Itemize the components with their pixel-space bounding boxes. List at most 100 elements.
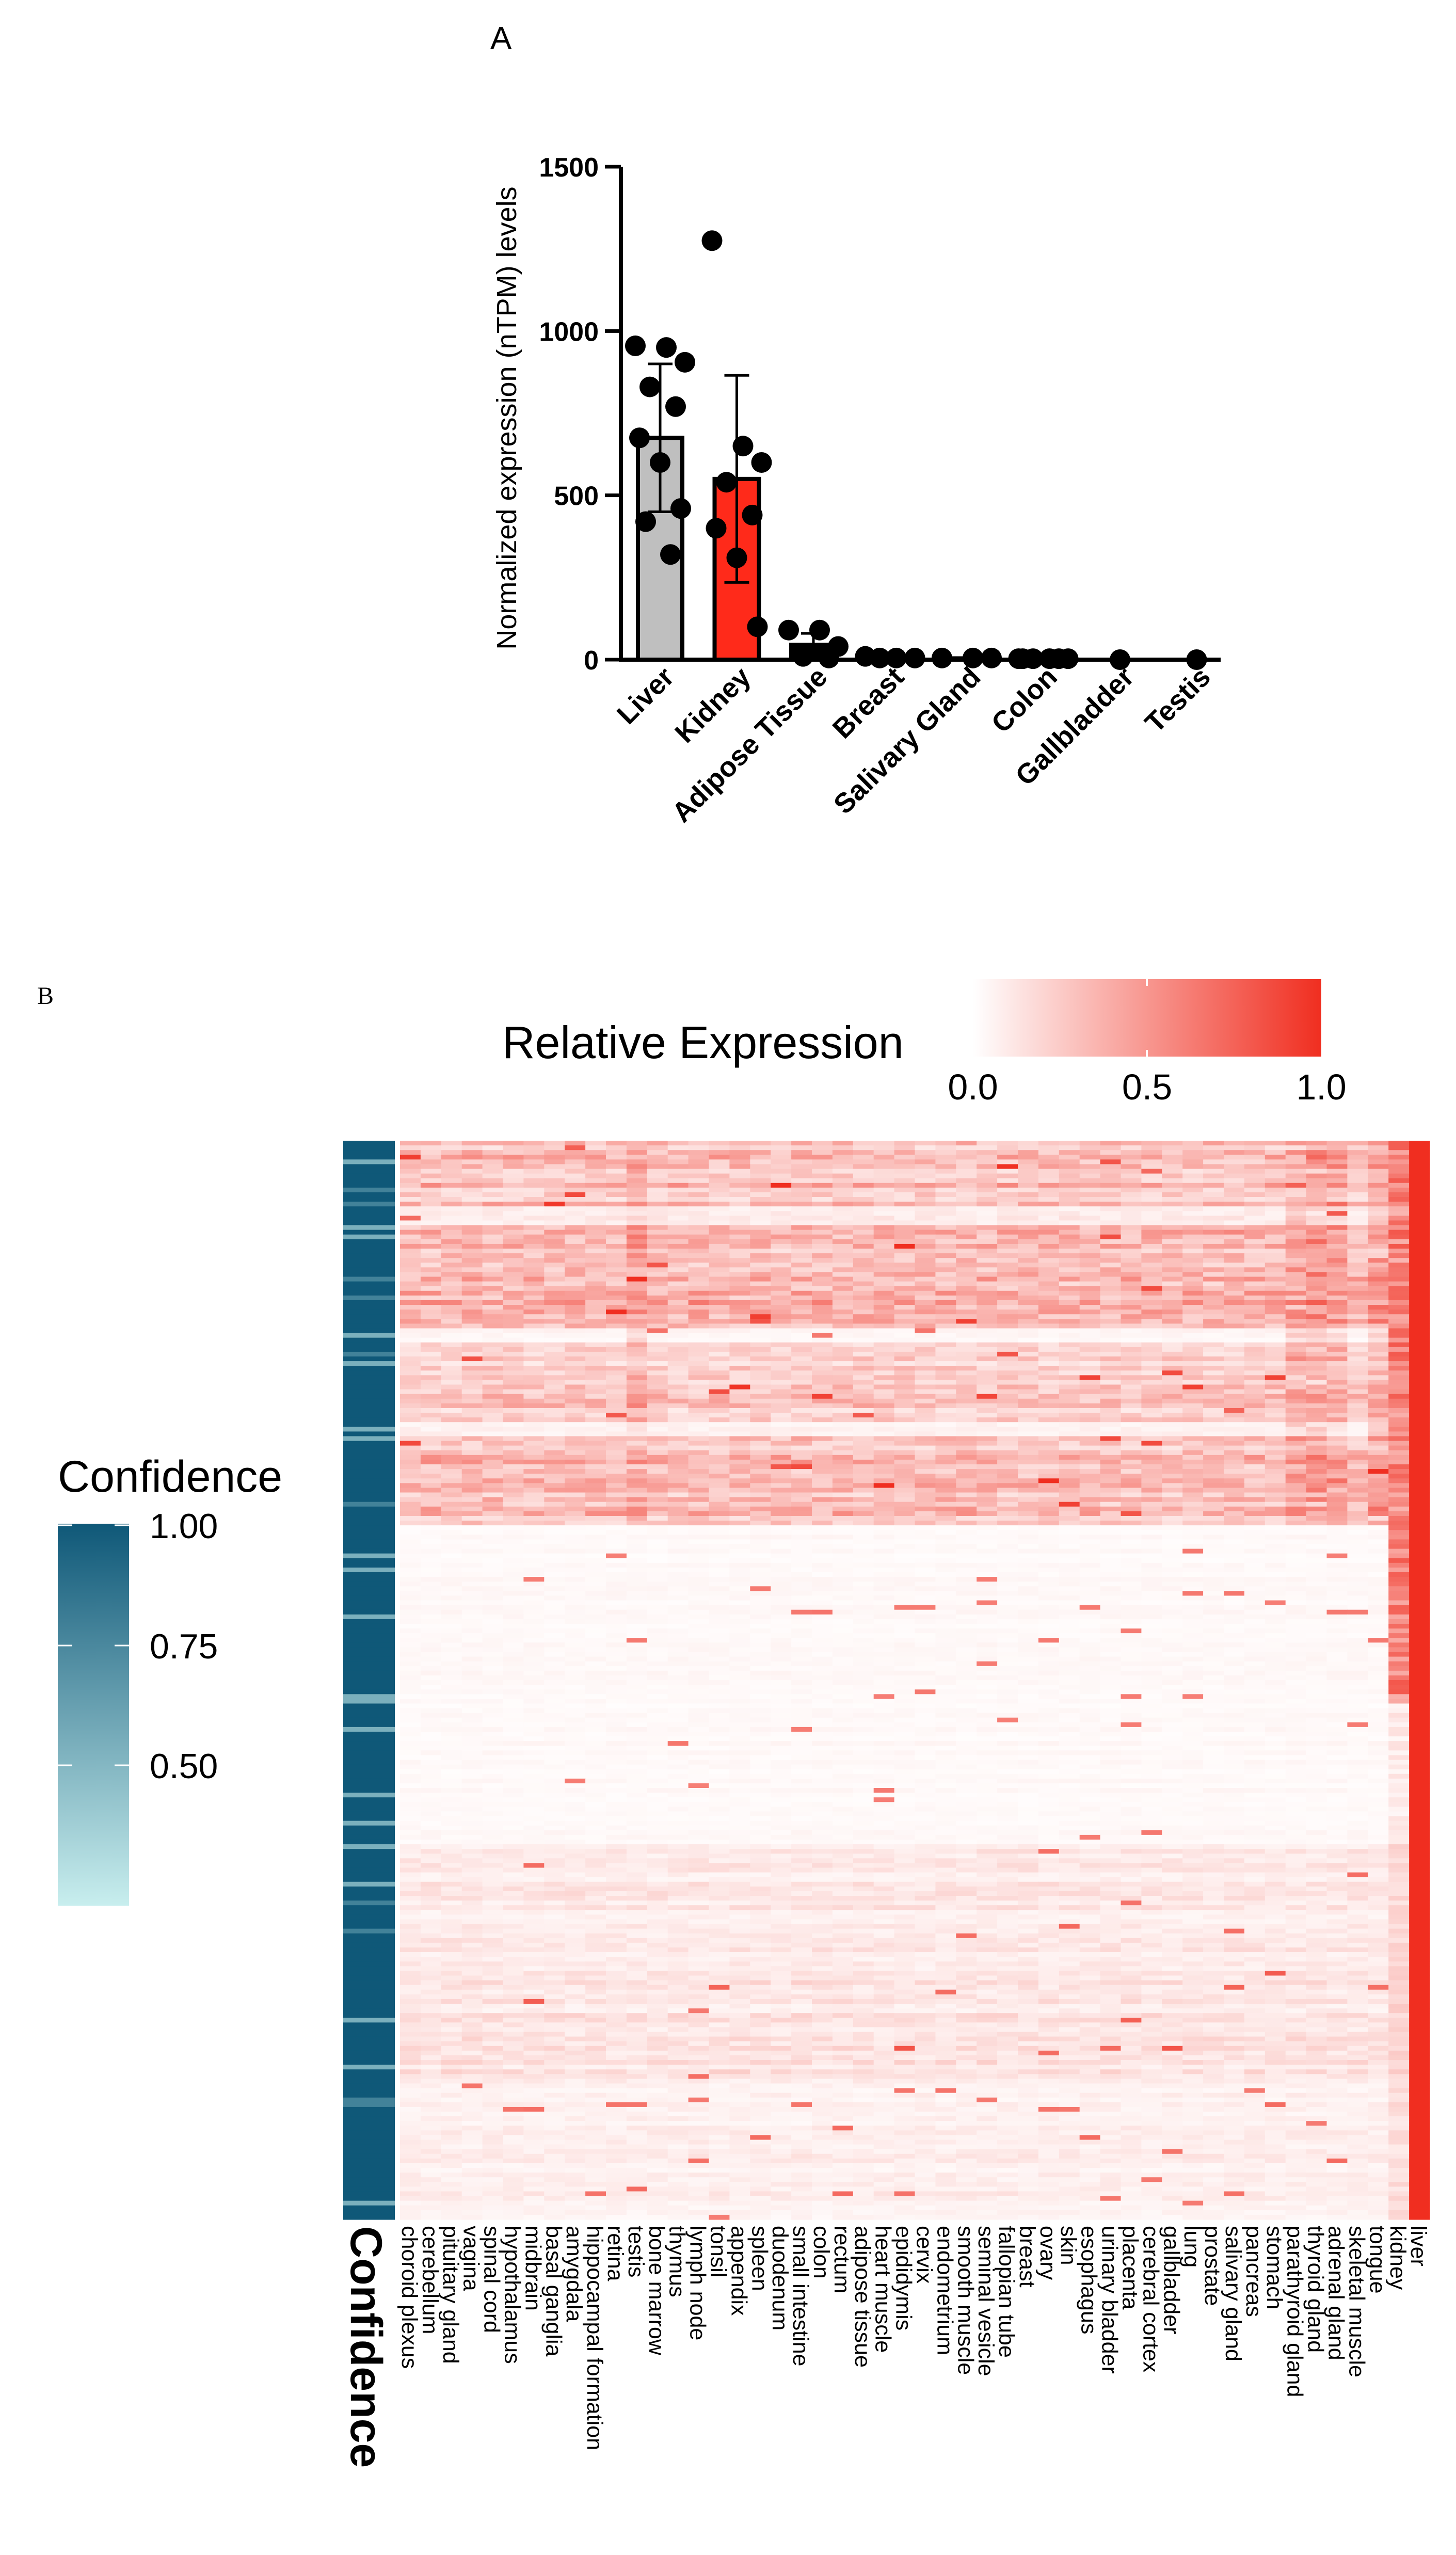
heatmap-cell [1306, 1427, 1327, 1432]
confidence-cell [343, 1971, 395, 1976]
heatmap-cell [873, 1408, 895, 1413]
heatmap-cell [1141, 1562, 1162, 1568]
heatmap-cell [688, 1211, 710, 1216]
heatmap-cell [1347, 1342, 1368, 1348]
heatmap-cell [1018, 1220, 1039, 1226]
heatmap-cell [832, 1229, 854, 1235]
heatmap-cell [1038, 1178, 1060, 1184]
heatmap-cell [1244, 1310, 1266, 1315]
heatmap-cell [1265, 1525, 1286, 1530]
heatmap-cell [997, 1314, 1018, 1319]
heatmap-cell [503, 1178, 524, 1184]
heatmap-cell [1059, 1384, 1080, 1390]
heatmap-cell [709, 1436, 730, 1442]
heatmap-cell [647, 1408, 668, 1413]
heatmap-cell [1182, 1192, 1204, 1197]
confidence-cell [343, 1286, 395, 1291]
heatmap-cell [1121, 1562, 1142, 1568]
heatmap-cell [461, 1502, 483, 1507]
heatmap-cell [1203, 1562, 1224, 1568]
heatmap-cell [647, 1562, 668, 1568]
heatmap-cell [1326, 1216, 1348, 1221]
heatmap-cell [915, 1173, 936, 1179]
heatmap-cell [750, 1553, 771, 1559]
heatmap-cell [565, 1558, 586, 1563]
heatmap-cell [1409, 1370, 1430, 1376]
heatmap-cell [894, 1300, 916, 1305]
heatmap-cell [1038, 1567, 1060, 1573]
heatmap-cell [935, 1164, 956, 1170]
heatmap-cell [482, 1422, 504, 1427]
heatmap-cell [915, 1464, 936, 1470]
heatmap-cell [1368, 1281, 1389, 1287]
heatmap-cell [1100, 1535, 1122, 1540]
heatmap-cell [1265, 1295, 1286, 1301]
confidence-cell [343, 1774, 395, 1779]
heatmap-cell [956, 1459, 977, 1465]
heatmap-cell [791, 1290, 812, 1296]
heatmap-cell [1203, 1145, 1224, 1151]
heatmap-cell [1203, 1427, 1224, 1432]
heatmap-cell [1224, 1295, 1245, 1301]
heatmap-cell [1285, 1173, 1307, 1179]
heatmap-cell [482, 1525, 504, 1530]
heatmap-cell [915, 1169, 936, 1174]
heatmap-cell [709, 1572, 730, 1577]
heatmap-cell [585, 1558, 606, 1563]
confidence-cell [343, 2004, 395, 2009]
heatmap-cell [894, 1319, 916, 1324]
heatmap-cell [1265, 1286, 1286, 1291]
heatmap-cell [1018, 1483, 1039, 1489]
heatmap-cell [1079, 1413, 1101, 1418]
heatmap-cell [997, 1548, 1018, 1554]
heatmap-cell [1368, 1506, 1389, 1512]
heatmap-cell [1038, 1272, 1060, 1278]
heatmap-cell [977, 1436, 998, 1442]
heatmap-cell [832, 1361, 854, 1366]
heatmap-cell [688, 1502, 710, 1507]
heatmap-cell [1018, 1187, 1039, 1193]
heatmap-cell [1388, 1337, 1410, 1343]
heatmap-cell [1182, 1300, 1204, 1305]
heatmap-cell [894, 1356, 916, 1362]
heatmap-cell [915, 1263, 936, 1268]
heatmap-cell [441, 1535, 462, 1540]
heatmap-cell [1409, 1394, 1430, 1399]
heatmap-cell [750, 1183, 771, 1188]
heatmap-cell [565, 1328, 586, 1334]
data-point [809, 619, 830, 641]
heatmap-cell [853, 1225, 874, 1231]
heatmap-cell [1409, 1169, 1430, 1174]
heatmap-cell [709, 1286, 730, 1291]
heatmap-cell [1121, 1525, 1142, 1530]
heatmap-cell [1038, 1431, 1060, 1437]
heatmap-cell [688, 1398, 710, 1404]
heatmap-cell [1347, 1229, 1368, 1235]
heatmap-cell [1162, 1192, 1183, 1197]
heatmap-cell [565, 1281, 586, 1287]
heatmap-cell [1326, 1370, 1348, 1376]
heatmap-cell [1162, 1427, 1183, 1432]
heatmap-cell [1203, 1544, 1224, 1550]
heatmap-cell [1306, 1389, 1327, 1395]
heatmap-cell [1079, 1459, 1101, 1465]
heatmap-cell [1326, 1258, 1348, 1263]
heatmap-cell [461, 1515, 483, 1521]
heatmap-cell [1018, 1525, 1039, 1530]
confidence-cell [343, 2102, 395, 2107]
heatmap-cell [1265, 1159, 1286, 1165]
heatmap-cell [688, 1483, 710, 1489]
heatmap-cell [791, 1389, 812, 1395]
data-point [1110, 649, 1130, 670]
heatmap-cell [420, 1469, 442, 1474]
heatmap-cell [1141, 1187, 1162, 1193]
heatmap-cell [1182, 1310, 1204, 1315]
heatmap-cell [1368, 1380, 1389, 1385]
heatmap-cell [585, 1347, 606, 1352]
heatmap-cell [1079, 1403, 1101, 1409]
heatmap-cell [1059, 1497, 1080, 1503]
heatmap-cell [1368, 1323, 1389, 1329]
heatmap-cell [1368, 1375, 1389, 1381]
heatmap-cell [977, 1483, 998, 1489]
heatmap-cell [647, 1173, 668, 1179]
